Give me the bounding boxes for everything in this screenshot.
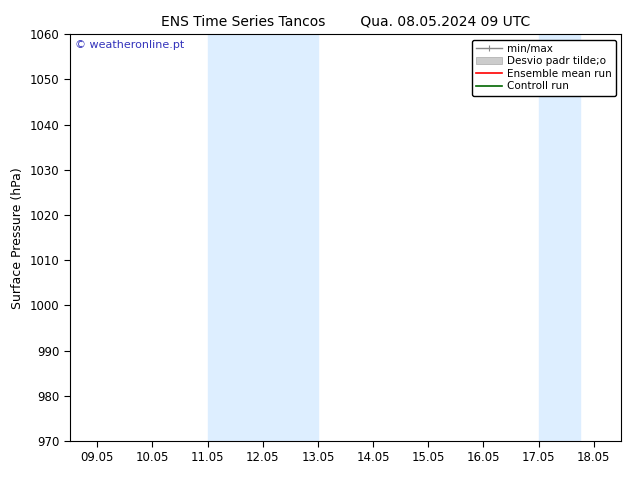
- Bar: [207, 34, 318, 441]
- Y-axis label: Surface Pressure (hPa): Surface Pressure (hPa): [11, 167, 24, 309]
- Title: ENS Time Series Tancos        Qua. 08.05.2024 09 UTC: ENS Time Series Tancos Qua. 08.05.2024 0…: [161, 15, 530, 29]
- Text: © weatheronline.pt: © weatheronline.pt: [75, 40, 184, 50]
- Legend: min/max, Desvio padr tilde;o, Ensemble mean run, Controll run: min/max, Desvio padr tilde;o, Ensemble m…: [472, 40, 616, 96]
- Bar: [538, 34, 580, 441]
